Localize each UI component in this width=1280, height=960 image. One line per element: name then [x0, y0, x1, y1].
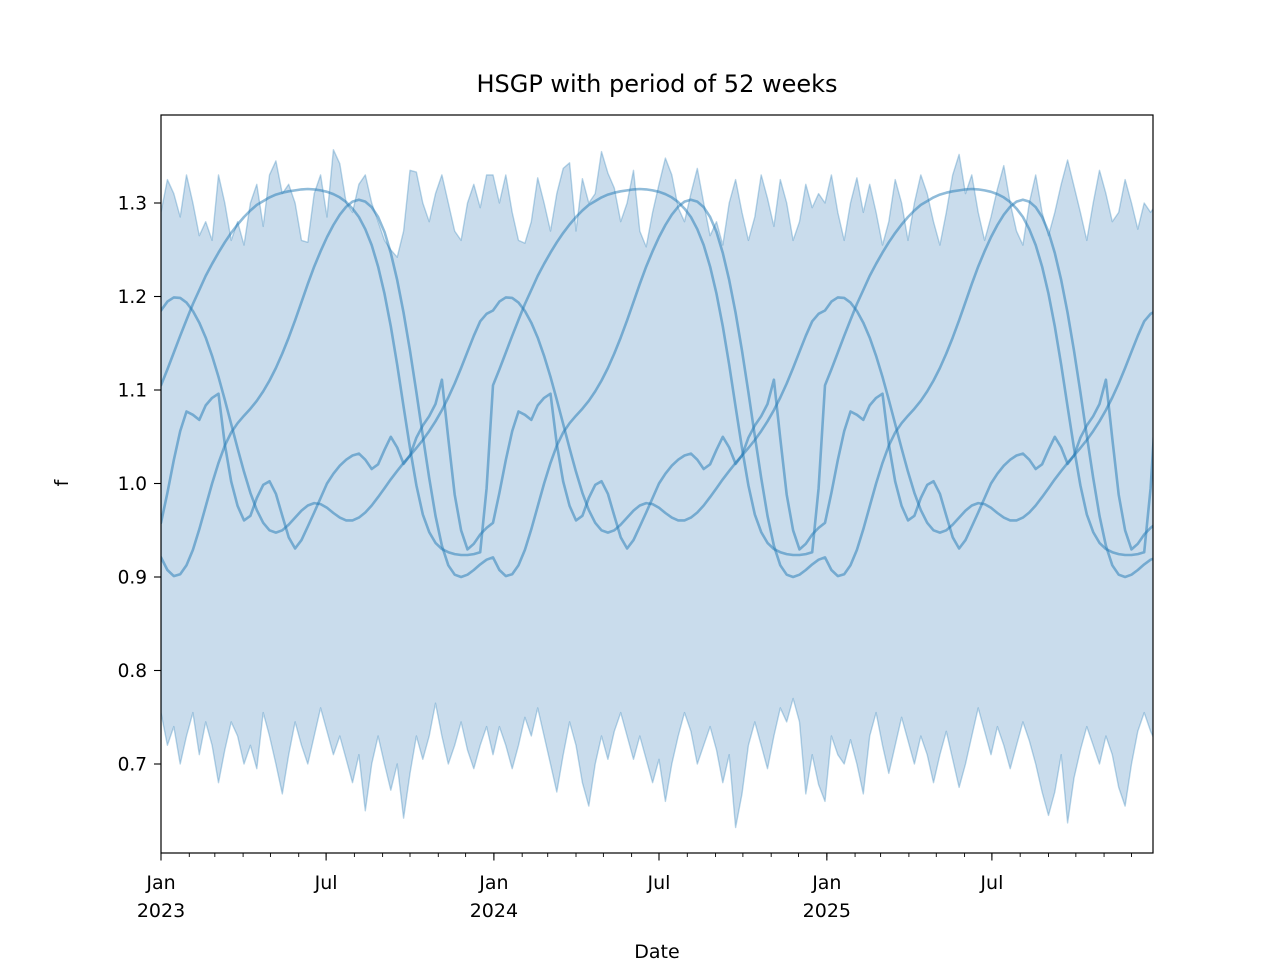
x-tick-label: Jan	[478, 872, 508, 894]
x-axis-label: Date	[634, 941, 680, 960]
x-tick-group: Jan 2023 Jul Jan 2024 Jul Jan 2025 Jul	[137, 853, 1132, 922]
x-tick-year-label: 2024	[470, 900, 518, 922]
x-tick-label: Jul	[647, 872, 671, 894]
sample-late-summer-arch	[161, 198, 1153, 579]
x-tick-label: Jan	[811, 872, 841, 894]
y-tick-label: 0.7	[118, 755, 147, 776]
x-tick-year-label: 2023	[137, 900, 185, 922]
y-tick-label: 1.0	[118, 474, 147, 495]
plot-area	[161, 149, 1153, 829]
y-tick-label: 1.2	[118, 287, 147, 308]
hdi-band	[161, 149, 1153, 829]
y-tick-group: 1.3 1.2 1.1 1.0 0.9 0.8 0.7	[118, 194, 161, 776]
y-tick-label: 1.1	[118, 381, 147, 402]
x-tick-label: Jul	[314, 872, 338, 894]
y-tick-label: 0.8	[118, 661, 147, 682]
x-tick-label: Jan	[145, 872, 175, 894]
sample-broad-summer-arch	[161, 187, 1153, 557]
x-tick-year-label: 2025	[803, 900, 851, 922]
x-tick-label: Jul	[979, 872, 1003, 894]
y-tick-label: 0.9	[118, 568, 147, 589]
sample-wiggly-autumn-spike	[161, 378, 1153, 551]
chart-title: HSGP with period of 52 weeks	[476, 70, 838, 98]
y-axis-label: f	[51, 479, 73, 487]
sample-winter-peak	[161, 296, 1153, 534]
y-tick-label: 1.3	[118, 194, 147, 215]
